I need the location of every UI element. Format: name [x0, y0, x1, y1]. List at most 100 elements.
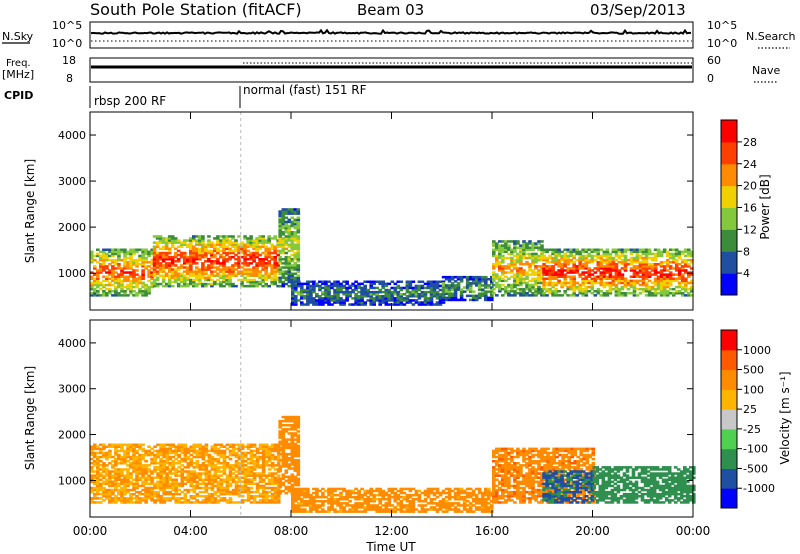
power-echo-cell	[318, 299, 322, 302]
power-echo-cell	[590, 250, 595, 254]
velocity-echo-cell	[278, 426, 282, 429]
power-echo-cell	[258, 253, 262, 257]
power-echo-cell	[141, 294, 145, 297]
velocity-echo-cell	[290, 436, 295, 439]
velocity-echo-cell	[240, 472, 245, 475]
power-echo-cell	[96, 271, 100, 274]
velocity-echo-cell	[120, 499, 124, 502]
power-echo-cell	[210, 251, 214, 255]
velocity-echo-cell	[111, 455, 115, 459]
power-echo-cell	[161, 255, 166, 259]
power-echo-cell	[528, 285, 532, 289]
power-echo-cell	[108, 290, 112, 293]
power-echo-cell	[537, 256, 541, 260]
power-echo-cell	[204, 278, 208, 282]
power-echo-cell	[90, 271, 94, 274]
velocity-echo-cell	[96, 470, 100, 473]
velocity-echo-cell	[183, 447, 188, 451]
power-echo-cell	[677, 269, 682, 272]
velocity-echo-cell	[399, 506, 404, 509]
velocity-echo-cell	[363, 510, 367, 513]
velocity-echo-cell	[249, 455, 254, 459]
power-echo-cell	[309, 286, 313, 290]
power-echo-cell	[240, 272, 244, 275]
velocity-echo-cell	[189, 478, 194, 481]
velocity-echo-cell	[174, 468, 178, 471]
velocity-echo-cell	[186, 457, 191, 461]
power-echo-cell	[519, 287, 523, 291]
velocity-echo-cell	[231, 464, 236, 467]
power-echo-cell	[243, 276, 247, 280]
power-echo-cell	[614, 287, 619, 291]
power-echo-cell	[474, 275, 479, 279]
velocity-echo-cell	[135, 460, 139, 463]
velocity-echo-cell	[296, 461, 301, 464]
velocity-echo-cell	[267, 464, 272, 467]
velocity-echo-cell	[201, 468, 206, 471]
power-echo-cell	[210, 284, 214, 288]
power-echo-cell	[644, 265, 649, 268]
velocity-echo-cell	[126, 451, 130, 455]
power-echo-cell	[378, 280, 382, 283]
power-echo-cell	[207, 278, 211, 282]
velocity-echo-cell	[183, 495, 188, 498]
power-echo-cell	[680, 261, 685, 264]
power-echo-cell	[348, 295, 352, 298]
velocity-echo-cell	[321, 500, 325, 503]
velocity-echo-cell	[171, 497, 175, 500]
power-echo-cell	[141, 263, 145, 266]
velocity-echo-cell	[345, 489, 349, 493]
velocity-echo-cell	[284, 417, 289, 421]
velocity-echo-cell	[243, 484, 248, 488]
power-echo-cell	[290, 258, 295, 261]
velocity-echo-cell	[387, 502, 392, 505]
power-echo-cell	[198, 247, 202, 251]
velocity-echo-cell	[198, 501, 203, 504]
velocity-echo-cell	[168, 445, 172, 448]
power-echo-cell	[602, 285, 607, 289]
power-echo-cell	[501, 261, 505, 264]
power-echo-cell	[321, 286, 325, 290]
power-echo-cell	[417, 288, 422, 292]
power-echo-cell	[498, 283, 502, 287]
power-echo-cell	[617, 271, 622, 274]
velocity-echo-cell	[284, 452, 289, 456]
power-echo-cell	[519, 248, 523, 251]
power-echo-cell	[687, 292, 691, 295]
power-echo-cell	[519, 252, 523, 256]
velocity-echo-cell	[99, 482, 103, 486]
power-echo-cell	[369, 290, 373, 294]
velocity-echo-cell	[207, 482, 212, 486]
velocity-echo-cell	[252, 478, 257, 481]
power-echo-cell	[510, 263, 514, 266]
power-echo-cell	[252, 270, 256, 273]
power-echo-cell	[270, 245, 274, 248]
power-echo-cell	[278, 212, 282, 215]
velocity-echo-cell	[255, 486, 260, 490]
velocity-echo-cell	[123, 490, 127, 494]
velocity-echo-cell	[141, 499, 145, 502]
power-echo-cell	[671, 261, 676, 264]
power-echo-cell	[213, 282, 217, 286]
velocity-echo-cell	[321, 487, 325, 491]
velocity-echo-cell	[231, 447, 236, 451]
power-echo-cell	[267, 247, 271, 251]
velocity-echo-cell	[284, 419, 289, 423]
power-echo-cell	[255, 274, 259, 277]
power-echo-cell	[484, 296, 488, 300]
power-echo-cell	[635, 271, 640, 274]
velocity-echo-cell	[192, 445, 197, 448]
power-echo-cell	[150, 252, 154, 256]
power-echo-cell	[114, 261, 118, 264]
power-echo-cell	[545, 271, 549, 274]
power-echo-cell	[321, 301, 325, 304]
velocity-echo-cell	[96, 464, 100, 467]
velocity-echo-cell	[408, 487, 413, 491]
power-echo-cell	[290, 233, 295, 236]
power-echo-cell	[393, 301, 398, 304]
power-echo-cell	[290, 220, 295, 224]
velocity-echo-cell	[243, 455, 248, 459]
power-echo-cell	[563, 275, 567, 278]
velocity-echo-cell	[117, 499, 121, 502]
